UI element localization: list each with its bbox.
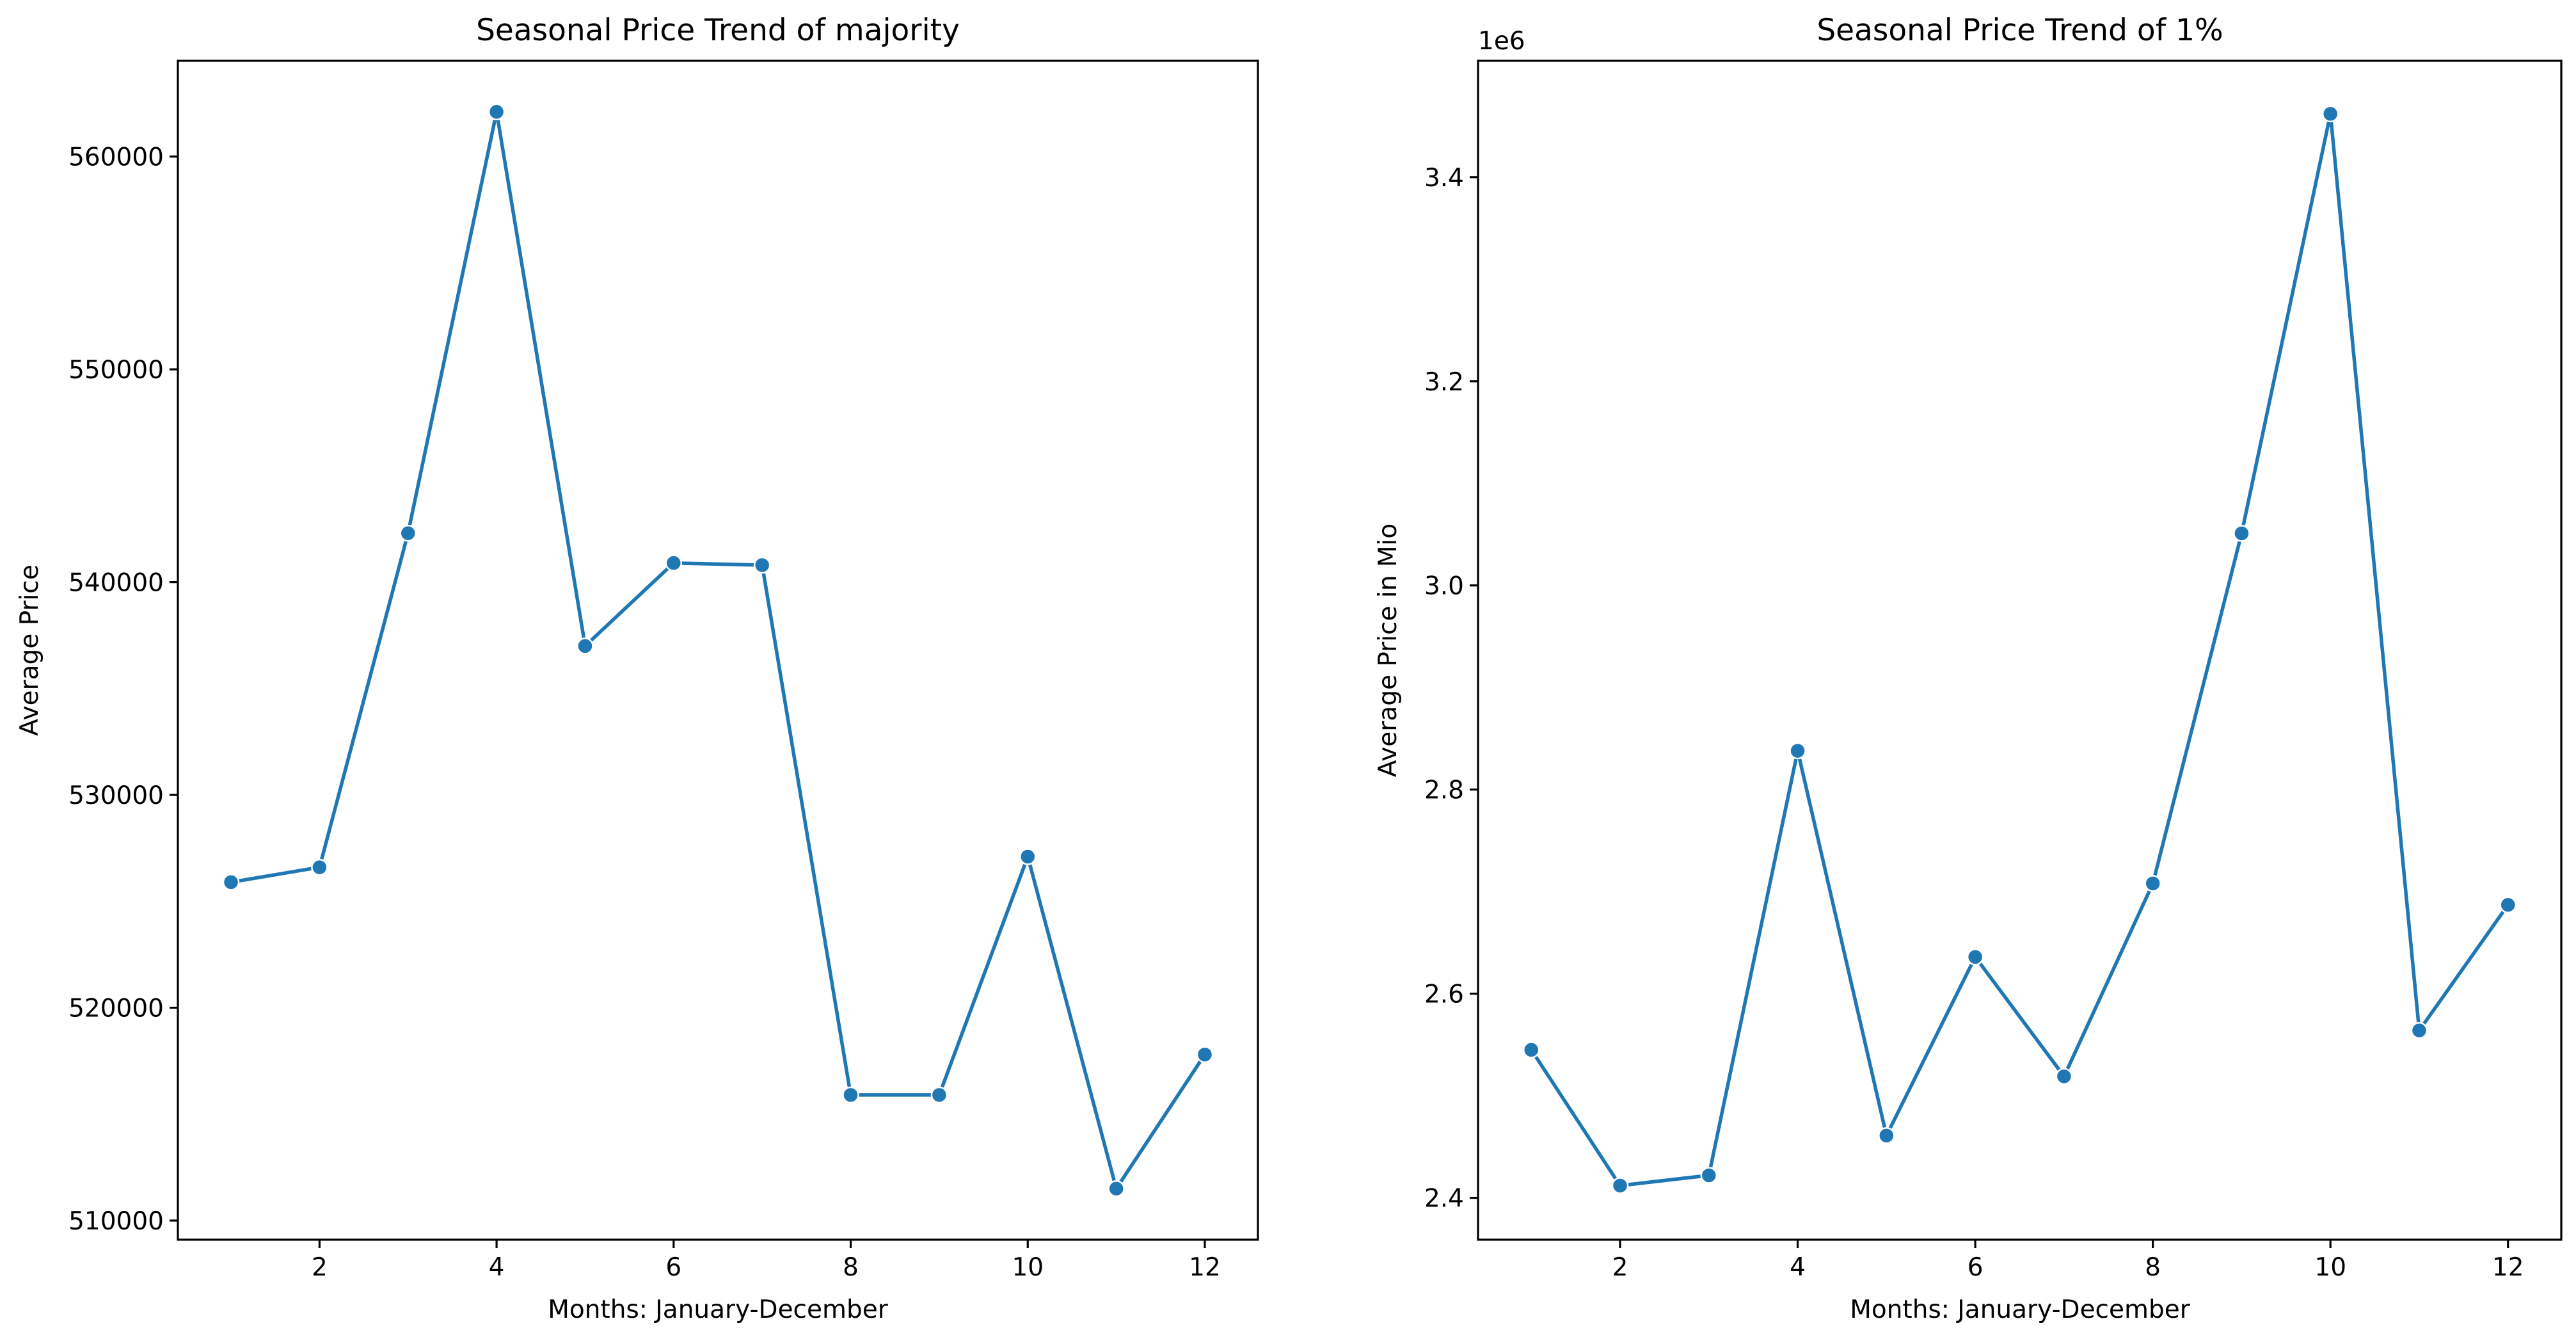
series-line [229,110,1207,1190]
chart-majority: Seasonal Price Trend of majority 2 4 6 8 10 1… [15,13,1259,1324]
data-point [1700,1167,1718,1184]
y-tick-label: 520000 [68,995,164,1023]
plot-frame [177,60,1259,1241]
y-tick-label: 3.2 [1424,368,1464,397]
data-point [399,524,417,542]
data-point [1611,1177,1629,1194]
y-tick-label: 2.6 [1424,980,1464,1009]
x-tick-label: 4 [1790,1253,1806,1282]
chart-title: Seasonal Price Trend of 1% [1817,13,2223,48]
x-tick-label: 12 [2492,1253,2524,1282]
data-point [2233,525,2250,542]
data-point [1789,742,1806,760]
data-point [1878,1127,1895,1144]
x-axis-label: Months: January-December [1850,1295,2191,1324]
y-tick-label: 3.4 [1424,164,1464,193]
x-tick-label: 10 [1012,1253,1044,1282]
data-point [576,637,594,655]
data-point [1019,848,1037,865]
chart-title: Seasonal Price Trend of majority [476,13,960,48]
series-line [1529,112,2510,1188]
y-axis-offset-label: 1e6 [1478,27,1525,56]
data-point [2144,875,2161,892]
y-axis-label: Average Price in Mio [1374,524,1403,777]
data-point [2321,105,2339,123]
data-point [222,874,240,891]
x-tick-label: 2 [312,1253,328,1282]
y-axis-ticks: 2.4 2.6 2.8 3.0 3.2 3.4 [1424,164,1478,1213]
data-point [930,1086,948,1104]
y-tick-label: 2.8 [1424,776,1464,805]
x-tick-label: 8 [843,1253,859,1282]
y-axis-ticks: 510000 520000 530000 540000 550000 560000 [68,143,178,1236]
data-point [1966,948,1984,966]
x-axis-ticks: 2 4 6 8 10 12 [312,1240,1221,1282]
data-point [753,556,771,574]
series-layer [1523,105,2516,1194]
data-point [488,103,505,121]
y-axis-label: Average Price [15,564,44,736]
data-point [2410,1021,2428,1039]
y-tick-label: 3.0 [1424,572,1464,601]
y-tick-label: 540000 [68,569,164,598]
data-point [1196,1046,1214,1063]
plot-frame [1477,60,2563,1241]
x-tick-label: 12 [1189,1253,1221,1282]
y-tick-label: 530000 [68,781,164,810]
y-tick-label: 550000 [68,356,164,385]
data-point [1108,1180,1125,1197]
x-axis-label: Months: January-December [548,1295,889,1324]
y-tick-label: 2.4 [1424,1185,1464,1213]
x-tick-label: 6 [1968,1253,1984,1282]
chart-top-one-percent: Seasonal Price Trend of 1% 1e6 2 4 6 8 10 12 … [1374,13,2563,1324]
data-point [1523,1041,1540,1059]
data-point [311,858,328,876]
data-point [665,554,683,572]
data-point [2055,1068,2073,1085]
data-point [2499,896,2516,914]
x-tick-label: 4 [489,1253,505,1282]
data-point [842,1086,859,1104]
series-layer [222,103,1214,1197]
y-tick-label: 510000 [68,1207,164,1236]
x-tick-label: 2 [1612,1253,1628,1282]
x-tick-label: 6 [665,1253,681,1282]
x-tick-label: 10 [2314,1253,2346,1282]
x-axis-ticks: 2 4 6 8 10 12 [1612,1240,2524,1282]
x-tick-label: 8 [2145,1253,2161,1282]
y-tick-label: 560000 [68,143,164,172]
